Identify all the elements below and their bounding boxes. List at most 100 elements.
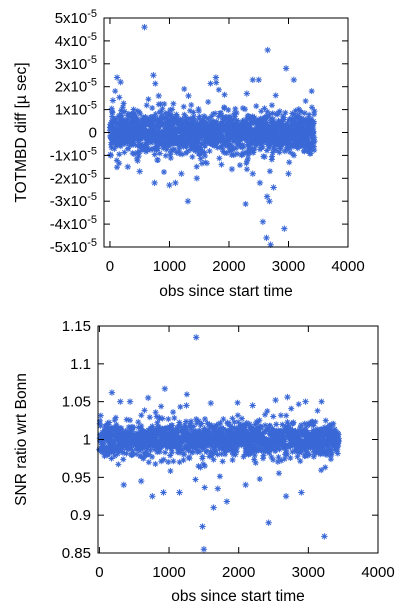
data-point xyxy=(151,179,158,187)
data-point xyxy=(229,415,236,422)
data-point xyxy=(123,450,130,457)
data-point xyxy=(193,334,200,341)
data-point xyxy=(266,198,273,205)
data-point xyxy=(187,146,194,153)
data-point xyxy=(167,468,174,475)
data-point xyxy=(320,450,327,457)
data-point xyxy=(244,149,251,156)
data-point xyxy=(208,113,215,120)
data-point xyxy=(197,155,204,162)
data-point xyxy=(334,446,341,453)
data-point xyxy=(116,447,123,454)
data-point xyxy=(162,110,169,117)
data-point xyxy=(283,412,290,419)
data-point xyxy=(295,429,302,436)
data-point xyxy=(262,411,269,418)
data-point xyxy=(217,420,224,427)
data-point xyxy=(108,455,115,462)
y-tick-label: -1x10-5 xyxy=(50,145,97,164)
data-point xyxy=(261,105,268,112)
data-point xyxy=(108,389,116,396)
data-point xyxy=(272,396,279,404)
data-point xyxy=(170,121,177,128)
data-point xyxy=(311,138,318,145)
data-point xyxy=(281,148,288,155)
data-point xyxy=(137,477,145,485)
data-point xyxy=(229,456,236,463)
data-point xyxy=(113,139,120,146)
data-point xyxy=(165,458,172,465)
data-point xyxy=(179,116,186,123)
data-point xyxy=(207,80,214,87)
y-tick-label: -2x10-5 xyxy=(50,168,97,187)
data-point xyxy=(226,113,233,120)
data-point xyxy=(197,144,204,151)
data-point xyxy=(302,98,309,105)
chart-top: 5x10-5 4x10-5 3x10-5 2x10-5 1x10-5 0 -1x10-5 -2… xyxy=(13,8,365,300)
x-tick-label: 3000 xyxy=(292,564,325,581)
data-point xyxy=(230,116,237,123)
data-point xyxy=(234,399,241,406)
data-point xyxy=(147,439,154,446)
data-point xyxy=(127,114,134,121)
data-point xyxy=(281,438,288,445)
data-point xyxy=(223,136,230,143)
data-point xyxy=(286,159,293,166)
data-point xyxy=(149,145,156,152)
data-point xyxy=(241,424,248,431)
data-point xyxy=(171,414,178,421)
data-point xyxy=(272,446,279,453)
data-point xyxy=(219,133,226,140)
data-point xyxy=(305,115,312,122)
data-point xyxy=(201,123,208,130)
data-point xyxy=(233,145,240,152)
x-axis-title-bottom: obs since start time xyxy=(171,588,305,605)
data-point xyxy=(214,485,222,492)
data-point xyxy=(138,430,145,437)
data-point xyxy=(205,98,212,105)
data-point xyxy=(113,157,120,164)
data-point xyxy=(307,150,314,157)
data-point xyxy=(249,402,256,409)
data-point xyxy=(319,445,326,452)
data-point xyxy=(269,149,276,156)
data-point xyxy=(133,155,140,162)
data-point xyxy=(213,79,220,86)
data-point xyxy=(179,439,186,446)
data-point xyxy=(195,418,202,425)
y-axis-title-top: TOTMBD diff [µ sec] xyxy=(13,62,30,202)
data-point xyxy=(303,444,310,451)
data-point xyxy=(110,449,117,456)
data-point xyxy=(109,109,116,116)
data-point xyxy=(201,425,208,432)
data-point xyxy=(173,149,180,156)
data-point xyxy=(138,119,145,126)
x-tick-label: 2000 xyxy=(212,258,245,275)
data-point xyxy=(290,419,297,426)
data-point xyxy=(154,145,161,152)
data-point xyxy=(234,119,241,126)
data-point xyxy=(173,111,180,118)
data-point xyxy=(152,80,159,87)
data-point xyxy=(179,424,185,431)
data-point xyxy=(207,399,215,407)
data-point xyxy=(297,140,304,147)
data-point xyxy=(170,409,177,416)
data-point xyxy=(170,426,177,433)
y-tick-label: 1 xyxy=(83,432,91,449)
data-point xyxy=(185,447,192,454)
data-point xyxy=(240,143,247,150)
data-point xyxy=(310,128,317,135)
data-point xyxy=(115,126,122,133)
x-tick-label: 0 xyxy=(106,258,114,275)
data-point xyxy=(112,442,119,449)
data-point xyxy=(152,409,159,416)
data-point xyxy=(259,143,266,150)
data-point xyxy=(231,419,238,426)
data-point xyxy=(176,489,183,496)
data-point xyxy=(105,439,112,446)
data-point xyxy=(281,225,288,232)
data-point xyxy=(141,407,148,414)
data-point xyxy=(130,106,137,113)
data-point xyxy=(258,108,265,115)
